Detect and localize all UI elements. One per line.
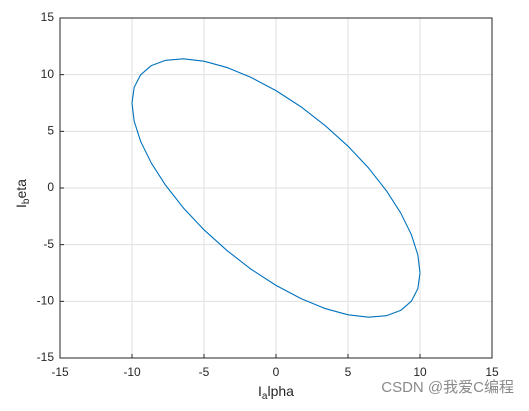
y-tick-label: 15 <box>41 10 55 24</box>
y-tick-label: -5 <box>43 237 54 251</box>
y-tick-label: 10 <box>41 67 55 81</box>
x-tick-label: 0 <box>273 365 280 379</box>
data-line <box>131 58 421 318</box>
plot <box>131 58 421 318</box>
x-tick-label: 10 <box>413 365 427 379</box>
x-tick-label: -5 <box>199 365 210 379</box>
y-tick-label: 0 <box>47 180 54 194</box>
x-tick-label: -15 <box>51 365 69 379</box>
x-tick-label: 15 <box>485 365 499 379</box>
x-axis-label: Ialpha <box>258 383 294 402</box>
y-axis-label: Ibeta <box>13 179 32 208</box>
y-tick-label: -10 <box>37 294 55 308</box>
x-tick-label: 5 <box>345 365 352 379</box>
y-tick-label: 5 <box>47 124 54 138</box>
y-tick-label: -15 <box>37 350 55 364</box>
x-tick-label: -10 <box>123 365 141 379</box>
watermark: CSDN @我爱C编程 <box>381 379 514 396</box>
